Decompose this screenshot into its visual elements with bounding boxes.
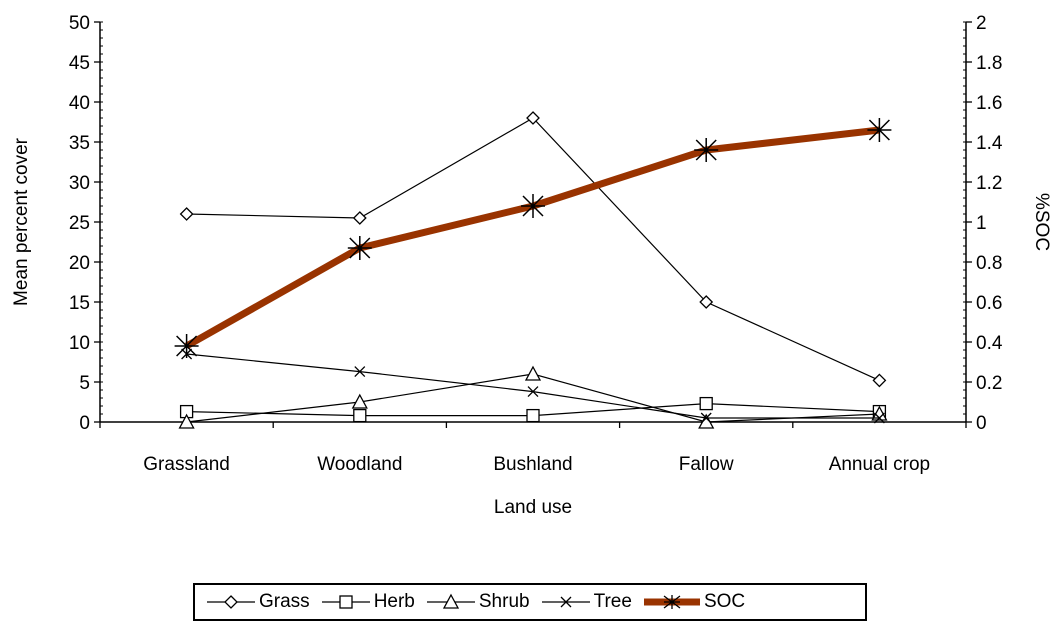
y-tick-label-left: 50 (69, 13, 90, 34)
y-tick-label-right: 1 (976, 213, 987, 234)
point-tree (700, 412, 712, 424)
legend-item-shrub: Shrub (425, 591, 530, 613)
point-shrub (178, 413, 195, 429)
y-tick-label-right: 0.4 (976, 333, 1003, 354)
point-soc (867, 118, 892, 142)
point-grass (699, 295, 714, 309)
legend-swatch-soc (643, 595, 700, 609)
legend-item-grass: Grass (205, 591, 310, 613)
y-tick-label-left: 35 (69, 133, 90, 154)
point-herb (526, 408, 540, 423)
point-grass (872, 373, 887, 388)
legend-label-grass: Grass (259, 591, 310, 612)
legend-label-tree: Tree (593, 591, 632, 612)
y-tick-label-right: 0.2 (976, 373, 1002, 394)
y-axis-title-left: Mean percent cover (11, 137, 32, 306)
legend-label-shrub: Shrub (478, 591, 530, 612)
legend-swatch-grass (207, 595, 255, 609)
x-tick-label: Woodland (317, 454, 402, 475)
y-tick-label-left: 0 (79, 413, 90, 434)
legend-item-herb: Herb (320, 591, 415, 613)
y-tick-label-left: 5 (79, 373, 90, 394)
y-tick-label-right: 0.8 (976, 253, 1002, 274)
y-tick-label-right: 1.2 (976, 173, 1002, 194)
point-soc (521, 194, 545, 218)
series-line-soc (184, 126, 880, 350)
legend-label-herb: Herb (373, 591, 415, 612)
series-line-tree (186, 353, 880, 419)
x-tick-label: Grassland (143, 454, 230, 475)
y-tick-label-right: 1.8 (976, 53, 1002, 74)
legend-swatch-shrub (426, 593, 475, 609)
y-tick-label-left: 25 (69, 213, 90, 234)
y-tick-label-left: 40 (69, 93, 90, 114)
y-tick-label-left: 45 (69, 53, 90, 74)
point-tree (873, 412, 885, 424)
x-tick-label: Fallow (679, 454, 734, 475)
y-tick-label-right: 0.6 (976, 293, 1002, 314)
point-shrub (351, 393, 368, 409)
x-tick-label: Bushland (493, 454, 572, 475)
point-grass (352, 211, 367, 225)
point-grass (526, 111, 540, 125)
y-tick-label-right: 2 (976, 13, 987, 34)
legend-item-tree: Tree (540, 591, 632, 613)
legend: Grass Herb Shrub Tree SOC (193, 583, 867, 621)
point-soc (174, 334, 199, 358)
y-axis-title-right: %SOC (1031, 193, 1052, 251)
y-tick-label-left: 30 (69, 173, 90, 194)
y-tick-label-right: 0 (976, 413, 987, 434)
chart: 0 5 10 15 20 25 30 35 40 45 50 0 0.2 0.4 0.6 0.8 1 1.2 1.4… (11, 13, 1052, 518)
point-grass (179, 207, 194, 221)
legend-swatch-tree (541, 596, 590, 608)
y-tick-label-right: 1.6 (976, 93, 1002, 114)
point-tree (527, 386, 539, 398)
series-line-grass (186, 117, 880, 381)
point-soc (694, 138, 719, 162)
y-tick-label-left: 20 (69, 253, 90, 274)
point-herb (699, 396, 713, 411)
point-tree (354, 366, 366, 378)
point-soc (347, 236, 372, 260)
point-shrub (871, 405, 888, 421)
legend-swatch-herb (321, 595, 370, 609)
legend-item-soc: SOC (642, 591, 745, 613)
point-shrub (524, 365, 542, 381)
x-axis-title: Land use (494, 497, 572, 518)
x-tick-label: Annual crop (829, 454, 930, 475)
point-herb (353, 408, 367, 423)
y-tick-label-left: 15 (69, 293, 90, 314)
y-tick-label-right: 1.4 (976, 133, 1003, 154)
legend-label-soc: SOC (703, 591, 746, 612)
y-tick-label-left: 10 (69, 333, 90, 354)
